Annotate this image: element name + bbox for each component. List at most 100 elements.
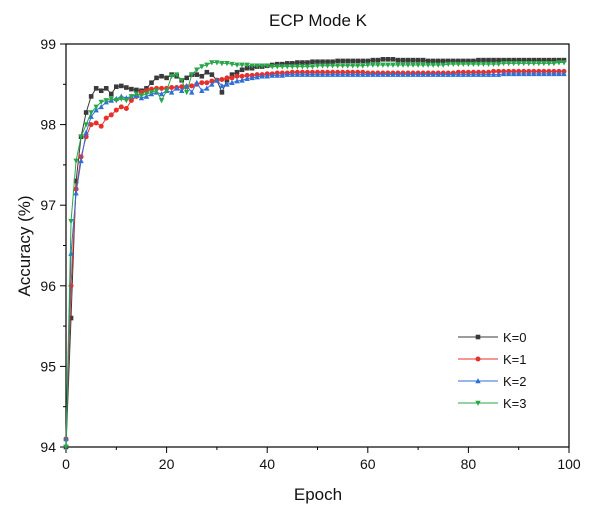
data-point: [249, 63, 255, 69]
data-point: [189, 72, 195, 78]
data-point: [541, 70, 547, 77]
data-point: [154, 75, 159, 81]
data-point: [274, 64, 280, 70]
data-point: [551, 70, 557, 77]
data-point: [83, 110, 89, 115]
data-point: [455, 71, 462, 77]
data-point: [324, 71, 331, 77]
data-point: [83, 122, 89, 128]
data-point: [325, 59, 330, 65]
data-point: [546, 70, 552, 77]
data-point: [118, 104, 124, 110]
data-point: [314, 63, 321, 69]
data-point: [113, 107, 119, 113]
data-point: [244, 65, 250, 71]
data-point: [244, 62, 250, 68]
data-point: [455, 61, 462, 68]
data-point: [465, 71, 472, 77]
data-point: [440, 62, 446, 68]
data-point: [360, 58, 366, 64]
data-point: [500, 61, 507, 67]
data-point: [204, 85, 210, 91]
data-point: [264, 73, 270, 79]
data-point: [375, 62, 381, 68]
data-point: [173, 72, 180, 78]
data-point: [495, 71, 502, 77]
data-point: [475, 61, 482, 68]
data-point: [158, 98, 165, 104]
data-point: [471, 58, 476, 64]
data-point: [435, 62, 441, 68]
data-point: [480, 61, 487, 68]
data-point: [526, 57, 532, 63]
data-point: [536, 57, 542, 63]
data-point: [490, 61, 497, 68]
data-point: [551, 57, 557, 63]
data-point: [93, 86, 99, 91]
chart-title: ECP Mode K: [269, 11, 368, 30]
series-3: [63, 60, 567, 450]
data-point: [329, 71, 336, 77]
x-tick-label: 40: [259, 456, 275, 472]
y-tick-label: 97: [40, 197, 56, 213]
data-point: [506, 57, 511, 63]
data-point: [551, 61, 557, 67]
data-point: [405, 62, 411, 68]
legend: K=0 K=1 K=2 K=3: [458, 330, 527, 411]
data-point: [224, 75, 230, 81]
data-point: [329, 63, 336, 69]
data-point: [466, 58, 471, 64]
data-point: [295, 60, 300, 65]
data-point: [385, 71, 391, 77]
data-point: [204, 80, 210, 86]
data-point: [290, 61, 295, 66]
data-point: [430, 62, 436, 68]
data-point: [194, 67, 200, 73]
data-point: [480, 71, 487, 77]
data-point: [490, 71, 497, 77]
data-point: [420, 57, 426, 63]
data-point: [128, 94, 135, 100]
data-point: [360, 71, 366, 77]
series-2: [63, 70, 567, 442]
data-point: [284, 71, 291, 77]
data-point: [163, 88, 170, 94]
data-point: [415, 62, 421, 68]
x-axis-label: Epoch: [294, 485, 342, 504]
data-point: [289, 64, 296, 70]
x-tick-label: 100: [557, 456, 581, 472]
data-point: [239, 62, 245, 68]
data-point: [430, 58, 436, 64]
data-point: [133, 91, 140, 97]
data-point: [118, 96, 125, 102]
data-point: [340, 58, 345, 64]
data-point: [415, 71, 421, 77]
data-point: [355, 58, 361, 64]
data-point: [460, 71, 467, 77]
data-point: [385, 62, 391, 68]
data-point: [83, 129, 89, 135]
data-point: [500, 70, 507, 77]
legend-label: K=0: [503, 330, 527, 345]
data-point: [269, 72, 275, 78]
data-point: [410, 57, 416, 63]
data-point: [319, 63, 326, 69]
data-point: [148, 90, 155, 96]
data-point: [274, 61, 280, 67]
data-point: [103, 98, 109, 104]
data-point: [516, 57, 521, 63]
data-point: [561, 60, 567, 66]
data-point: [264, 63, 270, 69]
data-point: [254, 63, 260, 69]
data-point: [209, 81, 215, 87]
data-point: [88, 110, 94, 116]
data-point: [310, 59, 315, 65]
data-point: [219, 90, 225, 95]
data-point: [440, 71, 446, 77]
data-point: [134, 87, 139, 93]
data-point: [178, 77, 185, 84]
data-point: [73, 190, 79, 196]
data-point: [380, 57, 386, 62]
data-point: [395, 57, 401, 63]
data-point: [119, 83, 124, 89]
